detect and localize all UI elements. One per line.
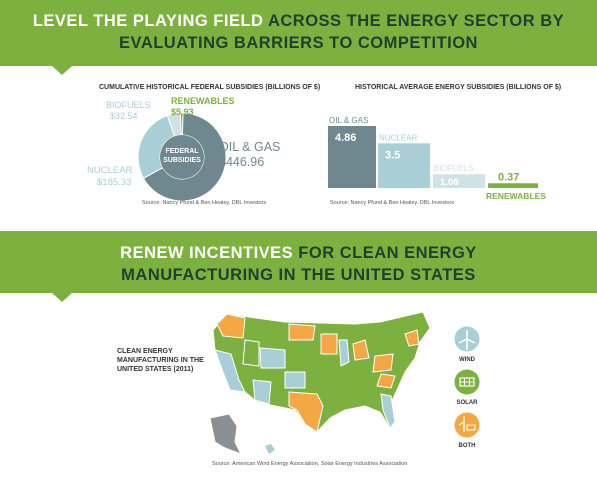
bar-chart-title: HISTORICAL AVERAGE ENERGY SUBSIDIES (BIL… xyxy=(355,84,562,91)
map-state-hawaii xyxy=(265,444,275,454)
average-subsidies-bar-chart: 4.86 OIL & GAS 3.5 NUCLEAR 1.08 BIOFUELS 0.37 R… xyxy=(328,116,546,201)
bar-oil-gas xyxy=(328,126,376,188)
map-state-arizona xyxy=(252,379,272,405)
pie-chart-title: CUMULATIVE HISTORICAL FEDERAL SUBSIDIES … xyxy=(99,84,321,91)
legend-label-both: BOTH xyxy=(458,443,476,449)
pie-value-renewables: $5.93 xyxy=(171,107,194,117)
legend-item-both: BOTH xyxy=(447,412,487,449)
pie-label-biofuels: BIOFUELS xyxy=(106,100,151,110)
bar-value-renewables: 0.37 xyxy=(498,171,519,183)
map-state-wyoming xyxy=(259,347,286,369)
bar-value-nuclear: 3.5 xyxy=(385,149,400,161)
bar-label-biofuels: BIOFUELS xyxy=(434,164,474,173)
donut-center xyxy=(160,135,204,179)
pie-label-oil-gas: OIL & GAS xyxy=(219,140,280,154)
donut-center-label-2: SUBSIDIES xyxy=(163,157,201,164)
map-state-idaho-nevada xyxy=(242,339,260,367)
banner-mid-line2: MANUFACTURING IN THE UNITED STATES xyxy=(121,266,476,284)
pie-value-nuclear: $185.33 xyxy=(97,177,131,188)
legend-item-solar: SOLAR xyxy=(447,369,487,406)
banner-top-highlight: LEVEL THE PLAYING FIELD xyxy=(32,12,264,30)
map-title-line-1: CLEAN ENERGY xyxy=(117,348,173,355)
banner-mid-highlight: RENEW INCENTIVES xyxy=(120,244,294,262)
pie-label-renewables: RENEWABLES xyxy=(171,96,235,106)
bar-label-nuclear: NUCLEAR xyxy=(379,133,417,142)
map-state-washington-oregon xyxy=(216,313,246,339)
top-banner: LEVEL THE PLAYING FIELD ACROSS THE ENERG… xyxy=(0,0,597,66)
map-state-michigan-ohio xyxy=(352,339,370,361)
bar-renewables xyxy=(488,183,538,188)
map-state-north-dakota xyxy=(288,323,316,341)
bar-label-oil-gas: OIL & GAS xyxy=(329,116,368,125)
map-title: CLEAN ENERGY MANUFACTURING IN THE UNITED… xyxy=(117,347,204,374)
wind-turbine-icon xyxy=(454,326,480,352)
banner-mid-notch xyxy=(52,293,72,302)
bar-value-biofuels: 1.08 xyxy=(440,177,459,188)
map-state-california xyxy=(214,349,246,393)
legend-item-wind: WIND xyxy=(447,326,487,363)
map-legend: WIND SOLAR BOTH xyxy=(447,326,487,449)
pie-label-nuclear: NUCLEAR xyxy=(87,165,133,176)
pie-value-oil-gas: $446.96 xyxy=(219,155,264,169)
solar-panel-icon xyxy=(454,369,480,395)
map-state-florida xyxy=(380,393,396,429)
banner-top-notch xyxy=(52,66,72,75)
map-state-north-carolina xyxy=(376,373,396,389)
donut-center-label-1: FEDERAL xyxy=(165,148,199,155)
map-state-illinois xyxy=(338,339,350,367)
bar-biofuels xyxy=(433,174,485,188)
banner-top-rest: ACROSS THE ENERGY SECTOR BY xyxy=(263,12,565,30)
bar-value-oil-gas: 4.86 xyxy=(335,132,356,144)
map-state-texas xyxy=(288,391,324,433)
us-clean-energy-map xyxy=(209,311,431,455)
map-state-new-york xyxy=(404,329,420,347)
map-state-colorado xyxy=(284,371,306,389)
map-title-line-3: UNITED STATES (2011) xyxy=(117,366,194,373)
banner-top-line2: EVALUATING BARRIERS TO COMPETITION xyxy=(119,34,478,52)
pie-source: Source: Nancy Pfund & Ben Healey, DBL In… xyxy=(142,200,267,206)
banner-mid-rest: FOR CLEAN ENERGY xyxy=(293,244,477,262)
legend-label-solar: SOLAR xyxy=(456,400,478,406)
wind-and-solar-icon xyxy=(454,412,480,438)
map-state-pennsylvania-virginia xyxy=(372,353,394,373)
bar-source: Source: Nancy Pfund & Ben Healey, DBL In… xyxy=(330,200,455,206)
map-state-alaska xyxy=(209,413,243,455)
federal-subsidies-donut-chart: FEDERAL SUBSIDIES OIL & GAS $446.96 NUCL… xyxy=(87,96,280,202)
bar-label-renewables: RENEWABLES xyxy=(486,191,546,201)
map-source: Source: American Wind Energy Association… xyxy=(212,461,408,467)
pie-value-biofuels: $32.54 xyxy=(110,111,138,121)
map-title-line-2: MANUFACTURING IN THE xyxy=(117,357,204,364)
legend-label-wind: WIND xyxy=(459,357,475,363)
middle-banner: RENEW INCENTIVES FOR CLEAN ENERGY MANUFA… xyxy=(0,231,597,293)
map-state-minnesota-iowa xyxy=(320,333,338,355)
bar-nuclear xyxy=(378,143,430,188)
